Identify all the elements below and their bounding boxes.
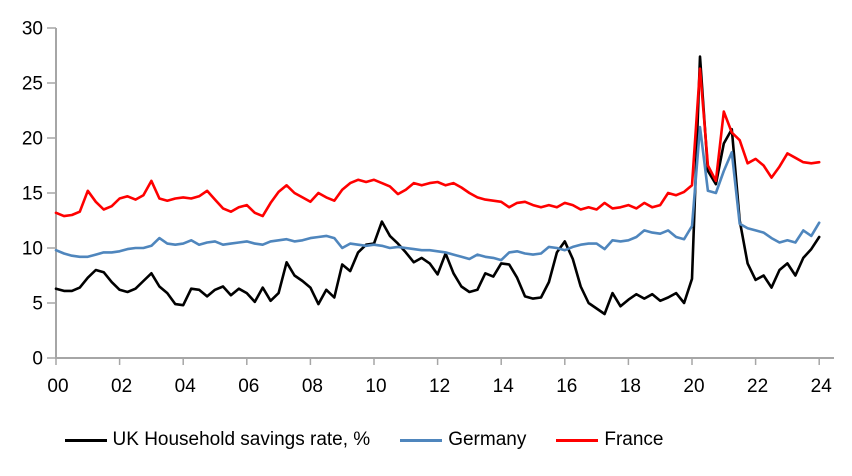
y-tick-label-5: 5 — [32, 294, 43, 315]
germany-series-line — [54, 125, 821, 262]
uk-line-swatch — [64, 438, 107, 442]
germany-line-swatch — [400, 438, 443, 442]
legend-label-germany: Germany — [448, 429, 527, 450]
y-tick-label-30: 30 — [22, 19, 43, 40]
x-tick-label-20: 20 — [683, 376, 704, 397]
y-tick-label-25: 25 — [22, 74, 43, 95]
y-tick-label-15: 15 — [22, 184, 43, 205]
y-tick-label-0: 0 — [32, 349, 43, 370]
legend-items: UK Household savings rate, % Germany Fra… — [64, 429, 663, 451]
x-tick-label-04: 04 — [175, 376, 197, 397]
x-tick-label-14: 14 — [493, 376, 515, 397]
x-tick-label-00: 00 — [47, 376, 68, 397]
y-tick-label-10: 10 — [22, 239, 43, 260]
x-tick-label-12: 12 — [429, 376, 450, 397]
x-tick-label-10: 10 — [365, 376, 386, 397]
x-tick-label-22: 22 — [747, 376, 768, 397]
legend-label-uk: UK Household savings rate, % — [112, 429, 371, 450]
france-line-swatch — [556, 438, 599, 442]
y-tick-label-20: 20 — [22, 129, 43, 150]
legend-item-france: France — [556, 429, 663, 451]
uk-series-line — [54, 55, 821, 316]
x-tick-label-24: 24 — [811, 376, 833, 397]
legend-label-france: France — [604, 429, 664, 450]
x-tick-label-18: 18 — [620, 376, 641, 397]
x-tick-label-16: 16 — [556, 376, 577, 397]
france-series-line — [54, 67, 821, 218]
x-tick-label-06: 06 — [238, 376, 259, 397]
legend: UK Household savings rate, % Germany Fra… — [0, 429, 852, 451]
legend-item-uk: UK Household savings rate, % — [64, 429, 371, 451]
legend-item-germany: Germany — [400, 429, 526, 451]
x-tick-label-08: 08 — [302, 376, 323, 397]
x-tick-label-02: 02 — [111, 376, 132, 397]
